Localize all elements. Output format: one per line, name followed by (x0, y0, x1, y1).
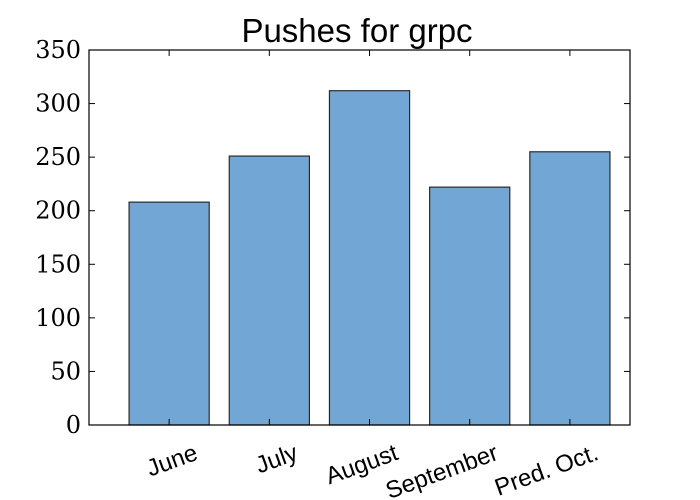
ytick-label-150: 150 (35, 250, 81, 278)
xtick-label-september: September (382, 439, 502, 500)
ytick-label-100: 100 (35, 304, 81, 332)
ytick-label-250: 250 (35, 143, 81, 171)
ytick-label-200: 200 (35, 197, 81, 225)
xtick-label-pred-oct: Pred. Oct. (491, 439, 602, 500)
bar-august (328, 90, 411, 426)
bars-layer (128, 90, 611, 426)
xtick-label-july: July (252, 439, 301, 479)
y-axis-ticks: 0 50 100 150 200 250 300 350 (35, 36, 630, 439)
plot-frame (88, 49, 631, 426)
ytick-label-0: 0 (66, 411, 81, 439)
bar-september (429, 186, 511, 426)
ytick-label-350: 350 (35, 36, 81, 64)
xtick-label-june: June (143, 439, 201, 482)
bar-pred-oct (529, 151, 611, 426)
bar-july (228, 155, 311, 426)
bar-june (128, 201, 210, 426)
chart-title: Pushes for grpc (241, 12, 472, 49)
ytick-label-300: 300 (35, 90, 81, 118)
ytick-label-50: 50 (50, 357, 81, 385)
